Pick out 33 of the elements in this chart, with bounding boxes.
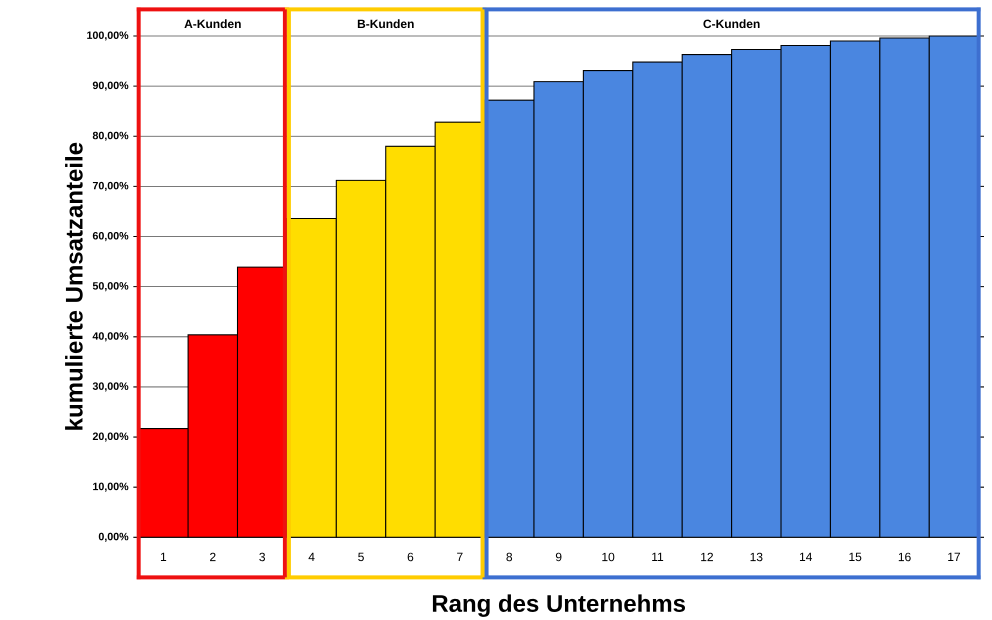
x-tick-label: 11 (652, 552, 664, 561)
x-tick-label: 15 (849, 552, 862, 562)
y-tick-label: 70,00% (92, 182, 128, 191)
x-tick-label: 14 (800, 552, 812, 561)
x-tick-label: 13 (750, 552, 762, 562)
text: B-Kunden (358, 19, 414, 28)
y-axis-title: kumulierte Umsatzanteile (65, 142, 83, 430)
x-tick-label: 17 (948, 552, 960, 561)
y-tick-label: 60,00% (92, 232, 128, 242)
y-tick-label: 100,00% (87, 31, 128, 41)
x-axis-title: Rang des Unternehms (432, 594, 686, 617)
x-tick-label: 6 (408, 552, 414, 562)
x-tick-label: 1 (160, 552, 166, 561)
x-tick-label: 3 (259, 552, 266, 562)
y-tick-label: 30,00% (92, 382, 128, 392)
x-tick-label: 4 (308, 552, 315, 561)
y-tick-label: 10,00% (93, 482, 128, 492)
x-tick-label: 2 (210, 552, 216, 562)
x-tick-label: 16 (898, 552, 911, 562)
y-tick-label: 80,00% (92, 132, 128, 141)
text: A-Kunden (184, 19, 241, 28)
y-tick-label: 20,00% (92, 432, 128, 442)
x-tick-label: 9 (556, 552, 562, 562)
x-tick-label: 5 (358, 552, 364, 562)
y-tick-label: 0,00% (98, 532, 128, 542)
text: C-Kunden (703, 19, 760, 28)
x-tick-label: 10 (602, 552, 614, 562)
x-tick-label: 7 (457, 552, 463, 561)
x-tick-label: 12 (701, 552, 713, 562)
y-tick-label: 50,00% (92, 282, 128, 292)
y-tick-label: 40,00% (92, 332, 128, 342)
y-tick-label: 90,00% (92, 82, 128, 91)
x-tick-label: 8 (506, 552, 512, 562)
